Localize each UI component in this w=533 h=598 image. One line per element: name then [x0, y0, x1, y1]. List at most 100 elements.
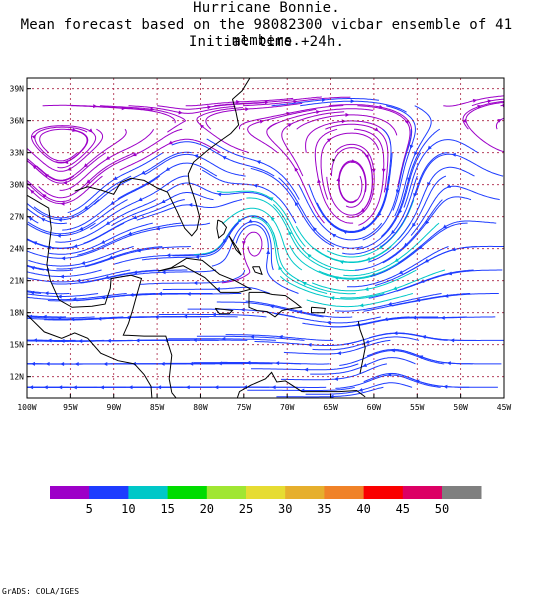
lat-tick-label: 33N: [10, 149, 25, 158]
color-bar-label: 30: [278, 502, 292, 516]
streamline-arrow: [250, 334, 255, 339]
streamline-arrow: [302, 281, 307, 286]
streamline-arrow: [294, 201, 299, 207]
streamline-arrow: [307, 253, 312, 258]
streamline-arrow: [294, 167, 299, 172]
streamline-arrow: [86, 179, 91, 184]
streamline-arrow: [390, 348, 395, 353]
streamline-arrow: [161, 199, 166, 204]
streamline-arrow: [42, 194, 47, 199]
color-bar-swatch: [324, 486, 364, 499]
streamline-arrow: [195, 254, 200, 259]
streamline-arrow: [73, 244, 78, 249]
streamline-arrow: [100, 239, 106, 244]
streamline: [495, 117, 504, 130]
streamline-map: 39N 36N 33N 30N 27N 24N 21N 18N 15N 12N 100W 95W 90…: [10, 77, 511, 516]
streamline-arrow: [28, 216, 34, 221]
lon-tick-label: 55W: [410, 403, 425, 412]
streamline-arrow: [418, 245, 423, 250]
title-line-3: Initial time +24h.: [188, 34, 345, 50]
streamline-arrow: [362, 363, 368, 367]
lon-tick-label: 80W: [193, 403, 208, 412]
streamline-arrow: [132, 270, 138, 275]
streamline-arrow: [165, 167, 171, 171]
streamline-arrow: [248, 219, 253, 223]
streamline-arrow: [487, 99, 492, 104]
streamline: [340, 269, 446, 299]
streamline: [334, 293, 442, 312]
color-bar-swatch: [206, 486, 247, 499]
streamline-arrow: [366, 257, 371, 261]
lat-tick-label: 12N: [10, 373, 25, 382]
streamline-arrow: [425, 220, 430, 225]
title-line-1: Hurricane Bonnie.: [193, 0, 340, 16]
streamline-arrow: [83, 205, 89, 210]
streamline-arrow: [270, 216, 275, 222]
streamline: [391, 372, 498, 388]
streamline-arrow: [293, 99, 298, 104]
longitude-labels: 100W 95W 90W 85W 80W 75W 70W 65W 60W 55W 50W 45W: [17, 394, 511, 412]
color-bar: 5 10 15 20 25 30 35 40 45 50: [50, 486, 482, 516]
lon-tick-label: 85W: [150, 403, 165, 412]
color-bar-swatch: [402, 486, 443, 499]
streamline-arrow: [266, 249, 271, 254]
streamline-arrow: [245, 107, 250, 112]
streamline-arrow: [79, 226, 84, 231]
streamline-arrow: [374, 127, 379, 132]
streamline: [266, 122, 325, 224]
streamline-arrow: [450, 338, 455, 343]
coastline: [311, 306, 326, 314]
streamline: [27, 186, 43, 200]
color-bar-label: 25: [239, 502, 253, 516]
streamline-arrow: [132, 215, 138, 220]
streamline-arrow: [446, 361, 451, 366]
streamline-arrow: [221, 336, 226, 341]
coastline: [171, 371, 366, 398]
color-bar-label: 35: [317, 502, 331, 516]
streamline-arrow: [183, 314, 188, 319]
coastline: [214, 307, 234, 315]
color-bar-label: 15: [160, 502, 174, 516]
streamline-arrow: [132, 152, 137, 157]
streamline-arrow: [330, 296, 335, 301]
color-bar-swatch: [246, 486, 286, 499]
lon-tick-label: 45W: [497, 403, 512, 412]
lon-tick-label: 70W: [280, 403, 295, 412]
streamline-arrow: [253, 183, 258, 188]
streamline: [27, 157, 75, 182]
coastline: [216, 219, 228, 239]
streamline: [201, 169, 297, 224]
streamline: [27, 316, 95, 319]
streamline-arrow: [236, 99, 241, 104]
coastline: [357, 321, 366, 374]
streamline-arrow: [336, 351, 342, 356]
coastline: [252, 266, 263, 276]
streamline-arrow: [345, 112, 350, 117]
streamline-arrow: [358, 387, 363, 392]
streamline: [59, 128, 155, 191]
streamline-arrow: [398, 270, 404, 274]
streamline-arrow: [271, 385, 276, 390]
streamline: [136, 199, 243, 221]
streamline-arrow: [113, 176, 118, 181]
streamline: [314, 128, 354, 224]
streamline-arrow: [359, 303, 364, 308]
streamline: [27, 152, 107, 184]
streamline-arrow: [141, 170, 146, 175]
streamline-arrow: [407, 177, 412, 182]
lat-tick-label: 39N: [10, 85, 25, 94]
color-bar-swatch: [167, 486, 208, 499]
streamline-arrow: [451, 152, 456, 157]
streamline-arrow: [168, 140, 173, 145]
color-bar-swatch: [363, 486, 404, 499]
streamline: [403, 139, 479, 208]
streamline-arrow: [395, 189, 400, 194]
streamline-arrow: [443, 384, 448, 389]
streamline-arrow: [222, 156, 227, 160]
color-bar-swatch: [285, 486, 325, 499]
streamline-arrow: [127, 231, 133, 236]
streamline-arrow: [178, 110, 183, 115]
streamline-arrow: [502, 103, 504, 108]
coastline: [332, 158, 335, 162]
streamline-arrow: [217, 192, 222, 197]
